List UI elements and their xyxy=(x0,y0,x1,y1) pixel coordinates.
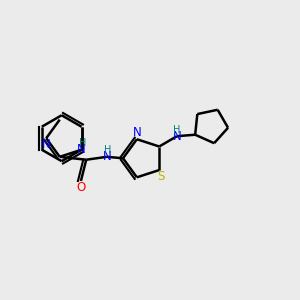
Text: N: N xyxy=(77,143,86,156)
Text: N: N xyxy=(42,138,51,151)
Text: H: H xyxy=(104,145,111,155)
Text: S: S xyxy=(157,170,164,183)
Text: N: N xyxy=(102,150,111,163)
Text: H: H xyxy=(172,125,180,135)
Text: H: H xyxy=(79,138,87,148)
Text: N: N xyxy=(172,130,181,143)
Text: N: N xyxy=(133,126,141,139)
Text: O: O xyxy=(76,181,86,194)
